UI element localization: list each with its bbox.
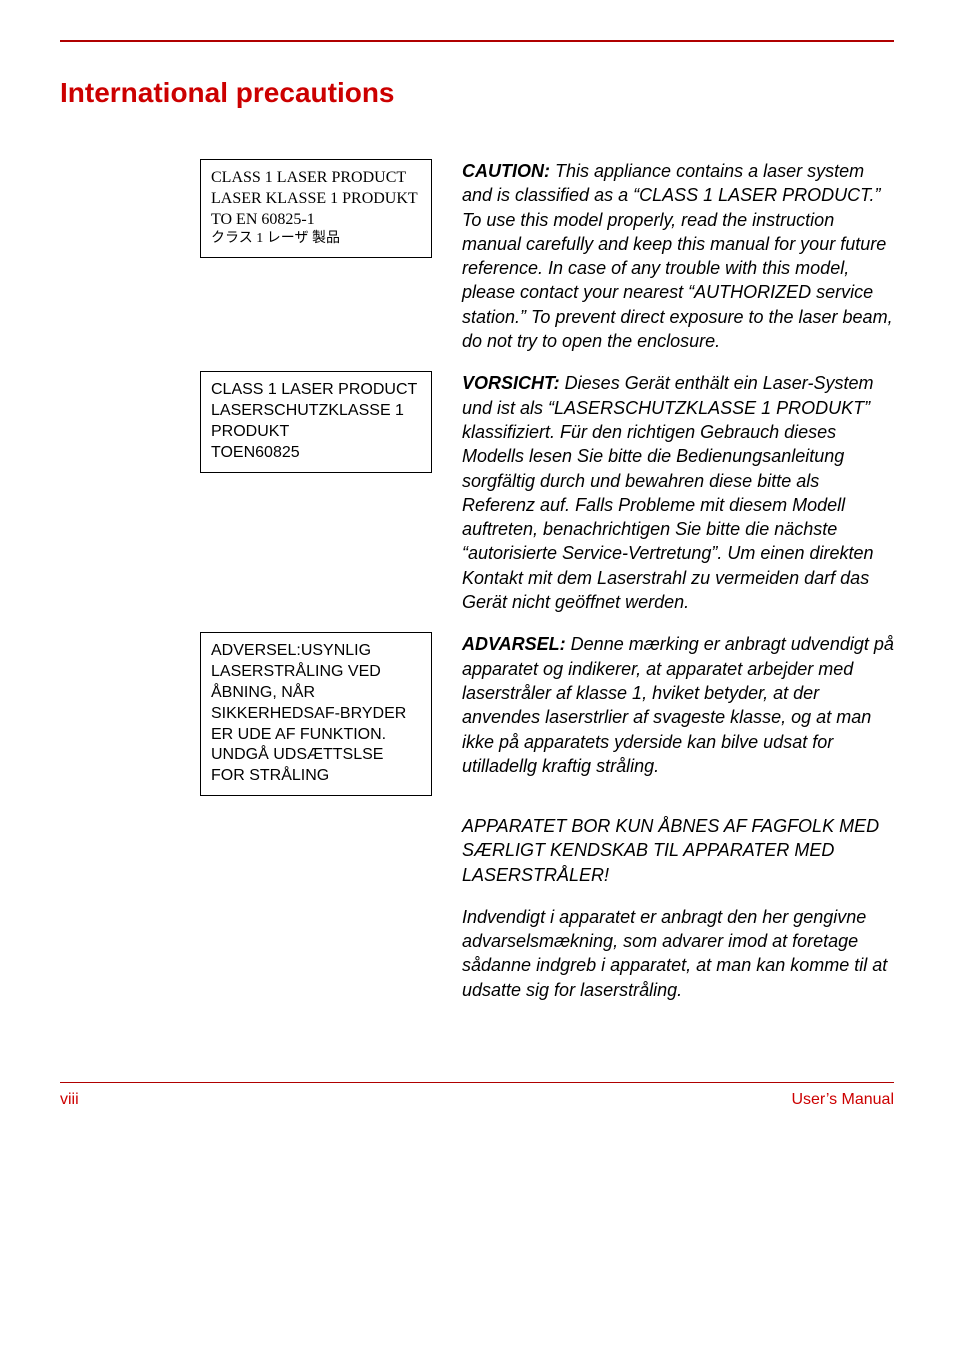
section-row: ADVERSEL:USYNLIG LASERSTRÅLING VED ÅBNIN… — [200, 632, 894, 796]
label-line: LASER KLASSE 1 PRODUKT — [211, 189, 421, 210]
section-row: APPARATET BOR KUN ÅBNES AF FAGFOLK MED S… — [200, 814, 894, 1002]
laser-label-box-3: ADVERSEL:USYNLIG LASERSTRÅLING VED ÅBNIN… — [200, 632, 432, 796]
body-paragraph: CAUTION: This appliance contains a laser… — [462, 159, 894, 353]
page-title: International precautions — [60, 77, 894, 109]
section-row: CLASS 1 LASER PRODUCT LASER KLASSE 1 PRO… — [200, 159, 894, 353]
label-line: CLASS 1 LASER PRODUCT — [211, 380, 421, 401]
label-line: LASERSCHUTZKLASSE 1 PRODUKT — [211, 401, 421, 443]
footer-row: viii User’s Manual — [60, 1091, 894, 1109]
body-paragraph: Indvendigt i apparatet er anbragt den he… — [462, 905, 894, 1002]
body-paragraph: VORSICHT: Dieses Gerät enthält ein Laser… — [462, 371, 894, 614]
label-line: CLASS 1 LASER PRODUCT — [211, 168, 421, 189]
laser-label-box-2: CLASS 1 LASER PRODUCT LASERSCHUTZKLASSE … — [200, 371, 432, 472]
page-number: viii — [60, 1091, 79, 1109]
body-text: Dieses Gerät enthält ein Laser-System un… — [462, 373, 874, 612]
body-paragraph: APPARATET BOR KUN ÅBNES AF FAGFOLK MED S… — [462, 814, 894, 887]
body-text: Denne mærking er anbragt udvendigt på ap… — [462, 634, 894, 775]
body-column: VORSICHT: Dieses Gerät enthält ein Laser… — [462, 371, 894, 614]
label-line: ADVERSEL:USYNLIG LASERSTRÅLING VED ÅBNIN… — [211, 641, 421, 787]
label-line: TOEN60825 — [211, 443, 421, 464]
lead-word: CAUTION: — [462, 161, 550, 181]
body-text: APPARATET BOR KUN ÅBNES AF FAGFOLK MED S… — [462, 816, 879, 885]
lead-word: VORSICHT: — [462, 373, 560, 393]
content-container: CLASS 1 LASER PRODUCT LASER KLASSE 1 PRO… — [60, 159, 894, 1002]
body-column: ADVARSEL: Denne mærking er anbragt udven… — [462, 632, 894, 778]
lead-word: ADVARSEL: — [462, 634, 566, 654]
body-column: APPARATET BOR KUN ÅBNES AF FAGFOLK MED S… — [462, 814, 894, 1002]
body-column: CAUTION: This appliance contains a laser… — [462, 159, 894, 353]
laser-label-box-1: CLASS 1 LASER PRODUCT LASER KLASSE 1 PRO… — [200, 159, 432, 258]
top-rule — [60, 40, 894, 42]
footer: viii User’s Manual — [60, 1082, 894, 1109]
body-paragraph: ADVARSEL: Denne mærking er anbragt udven… — [462, 632, 894, 778]
body-text: Indvendigt i apparatet er anbragt den he… — [462, 907, 887, 1000]
doc-label: User’s Manual — [791, 1091, 894, 1109]
label-line: TO EN 60825-1 — [211, 210, 421, 231]
label-line: クラス 1 レーザ 製品 — [211, 230, 421, 248]
body-text: This appliance contains a laser system a… — [462, 161, 893, 351]
footer-rule — [60, 1082, 894, 1083]
section-row: CLASS 1 LASER PRODUCT LASERSCHUTZKLASSE … — [200, 371, 894, 614]
